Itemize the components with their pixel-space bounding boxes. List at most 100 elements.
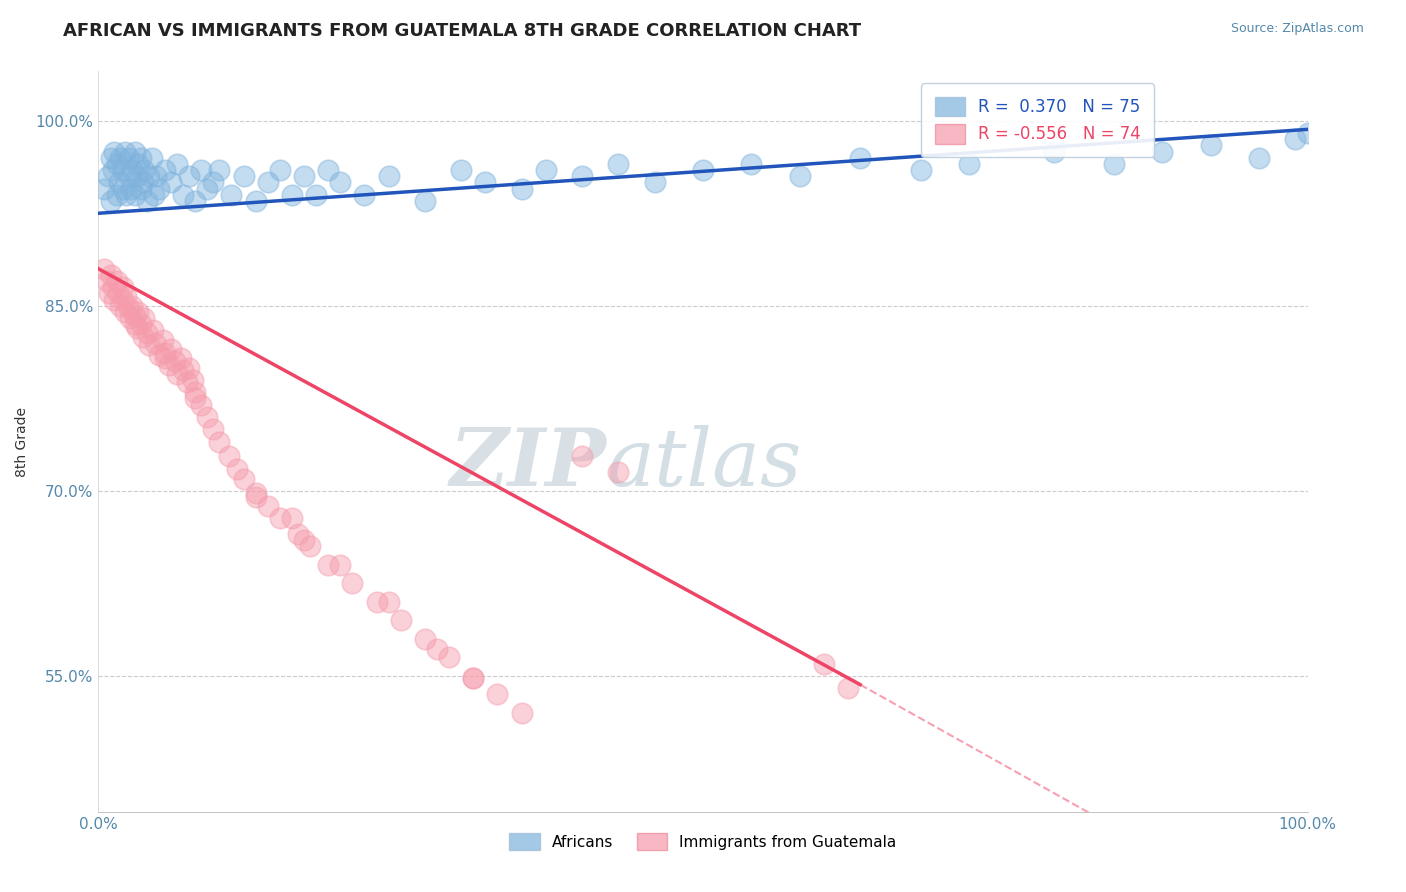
Point — [474, 176, 496, 190]
Point — [179, 360, 201, 375]
Point — [114, 145, 136, 159]
Point — [108, 176, 131, 190]
Point — [105, 187, 128, 202]
Point — [132, 329, 155, 343]
Point — [534, 163, 557, 178]
Point — [160, 176, 183, 190]
Point — [111, 163, 134, 178]
Point — [143, 187, 166, 202]
Point — [202, 176, 225, 190]
Point — [426, 641, 449, 656]
Point — [692, 163, 714, 178]
Point — [226, 461, 249, 475]
Point — [169, 351, 191, 365]
Point — [740, 157, 762, 171]
Point — [463, 672, 485, 686]
Point — [127, 321, 149, 335]
Point — [377, 169, 399, 184]
Point — [166, 367, 188, 381]
Point — [103, 293, 125, 307]
Point — [96, 274, 118, 288]
Point — [124, 187, 146, 202]
Point — [184, 194, 207, 208]
Point — [571, 450, 593, 464]
Point — [124, 309, 146, 323]
Point — [176, 376, 198, 390]
Point — [305, 187, 328, 202]
Point — [148, 348, 170, 362]
Text: atlas: atlas — [606, 425, 801, 502]
Point — [93, 181, 115, 195]
Point — [789, 169, 811, 184]
Point — [105, 157, 128, 171]
Point — [316, 163, 339, 178]
Point — [269, 511, 291, 525]
Point — [129, 318, 152, 332]
Point — [148, 181, 170, 195]
Point — [195, 181, 218, 195]
Point — [208, 163, 231, 178]
Point — [256, 499, 278, 513]
Point — [463, 672, 485, 686]
Point — [190, 163, 212, 178]
Point — [849, 151, 872, 165]
Point — [108, 299, 131, 313]
Point — [124, 145, 146, 159]
Point — [153, 345, 176, 359]
Point — [292, 533, 315, 548]
Point — [195, 409, 218, 424]
Point — [910, 163, 932, 178]
Point — [100, 268, 122, 282]
Point — [105, 274, 128, 288]
Point — [181, 373, 204, 387]
Point — [607, 157, 630, 171]
Point — [486, 688, 509, 702]
Point — [135, 194, 157, 208]
Point — [413, 194, 436, 208]
Point — [141, 151, 163, 165]
Point — [329, 176, 352, 190]
Point — [292, 169, 315, 184]
Point — [132, 176, 155, 190]
Point — [510, 706, 533, 720]
Point — [118, 311, 141, 326]
Point — [957, 157, 980, 171]
Point — [281, 511, 304, 525]
Point — [281, 187, 304, 202]
Point — [316, 558, 339, 572]
Point — [124, 318, 146, 332]
Point — [245, 490, 267, 504]
Text: ZIP: ZIP — [450, 425, 606, 502]
Point — [98, 286, 121, 301]
Point — [93, 261, 115, 276]
Point — [157, 358, 180, 372]
Point — [108, 151, 131, 165]
Point — [145, 169, 167, 184]
Point — [377, 595, 399, 609]
Legend: Africans, Immigrants from Guatemala: Africans, Immigrants from Guatemala — [503, 827, 903, 856]
Point — [607, 466, 630, 480]
Point — [111, 280, 134, 294]
Point — [218, 450, 240, 464]
Point — [118, 169, 141, 184]
Point — [1284, 132, 1306, 146]
Point — [103, 145, 125, 159]
Point — [134, 163, 156, 178]
Point — [129, 151, 152, 165]
Point — [1102, 157, 1125, 171]
Point — [389, 614, 412, 628]
Point — [299, 540, 322, 554]
Point — [127, 305, 149, 319]
Point — [118, 151, 141, 165]
Point — [143, 335, 166, 350]
Point — [142, 324, 165, 338]
Point — [100, 151, 122, 165]
Text: AFRICAN VS IMMIGRANTS FROM GUATEMALA 8TH GRADE CORRELATION CHART: AFRICAN VS IMMIGRANTS FROM GUATEMALA 8TH… — [63, 22, 862, 40]
Point — [450, 163, 472, 178]
Point — [269, 163, 291, 178]
Point — [1249, 151, 1271, 165]
Point — [353, 187, 375, 202]
Point — [287, 527, 309, 541]
Point — [101, 163, 124, 178]
Point — [245, 486, 267, 500]
